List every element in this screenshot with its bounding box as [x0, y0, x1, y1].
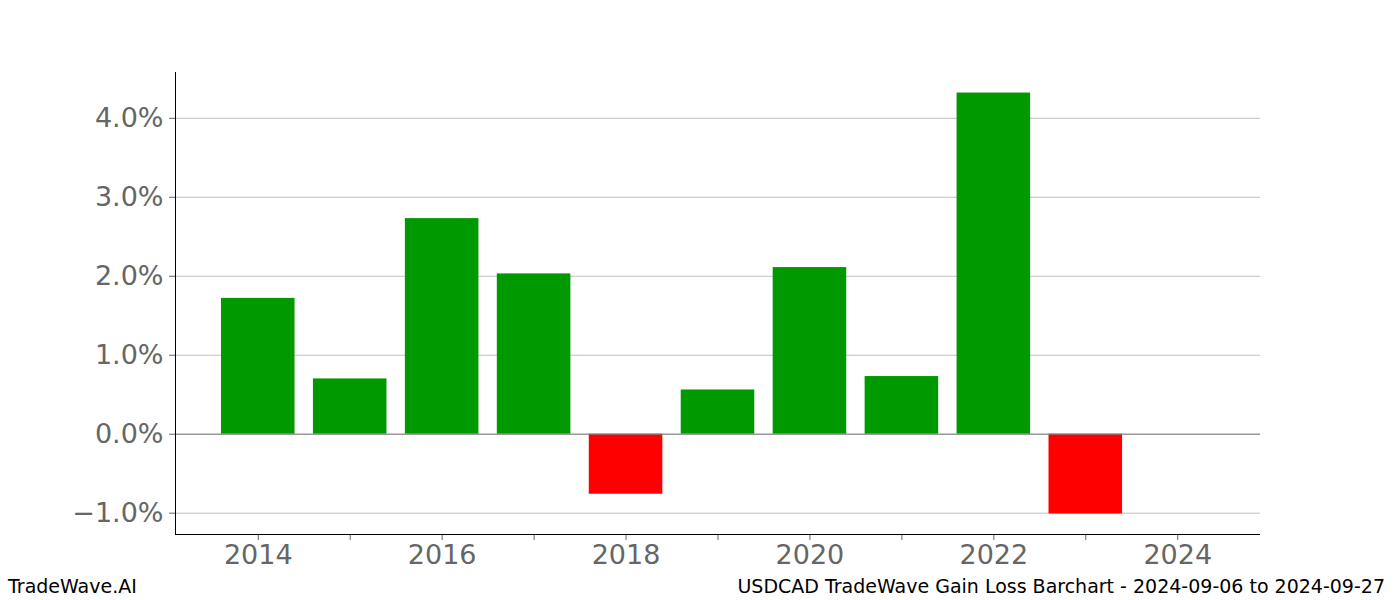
svg-text:2024: 2024: [1143, 539, 1212, 570]
svg-text:2014: 2014: [224, 539, 293, 570]
html-text:USDCAD TradeWave Gain Loss Bar: USDCAD TradeWave Gain Loss Barchart - 20…: [737, 575, 1385, 597]
svg-text:2020: 2020: [776, 539, 845, 570]
svg-text:−1.0%: −1.0%: [72, 497, 163, 528]
svg-text:4.0%: 4.0%: [95, 102, 164, 133]
svg-text:2022: 2022: [959, 539, 1028, 570]
svg-text:1.0%: 1.0%: [95, 339, 164, 370]
svg-text:2016: 2016: [408, 539, 477, 570]
svg-text:2.0%: 2.0%: [95, 260, 164, 291]
svg-text:3.0%: 3.0%: [95, 181, 164, 212]
svg-text:2018: 2018: [592, 539, 661, 570]
svg-text:0.0%: 0.0%: [95, 418, 164, 449]
html-text:TradeWave.AI: TradeWave.AI: [8, 575, 137, 597]
